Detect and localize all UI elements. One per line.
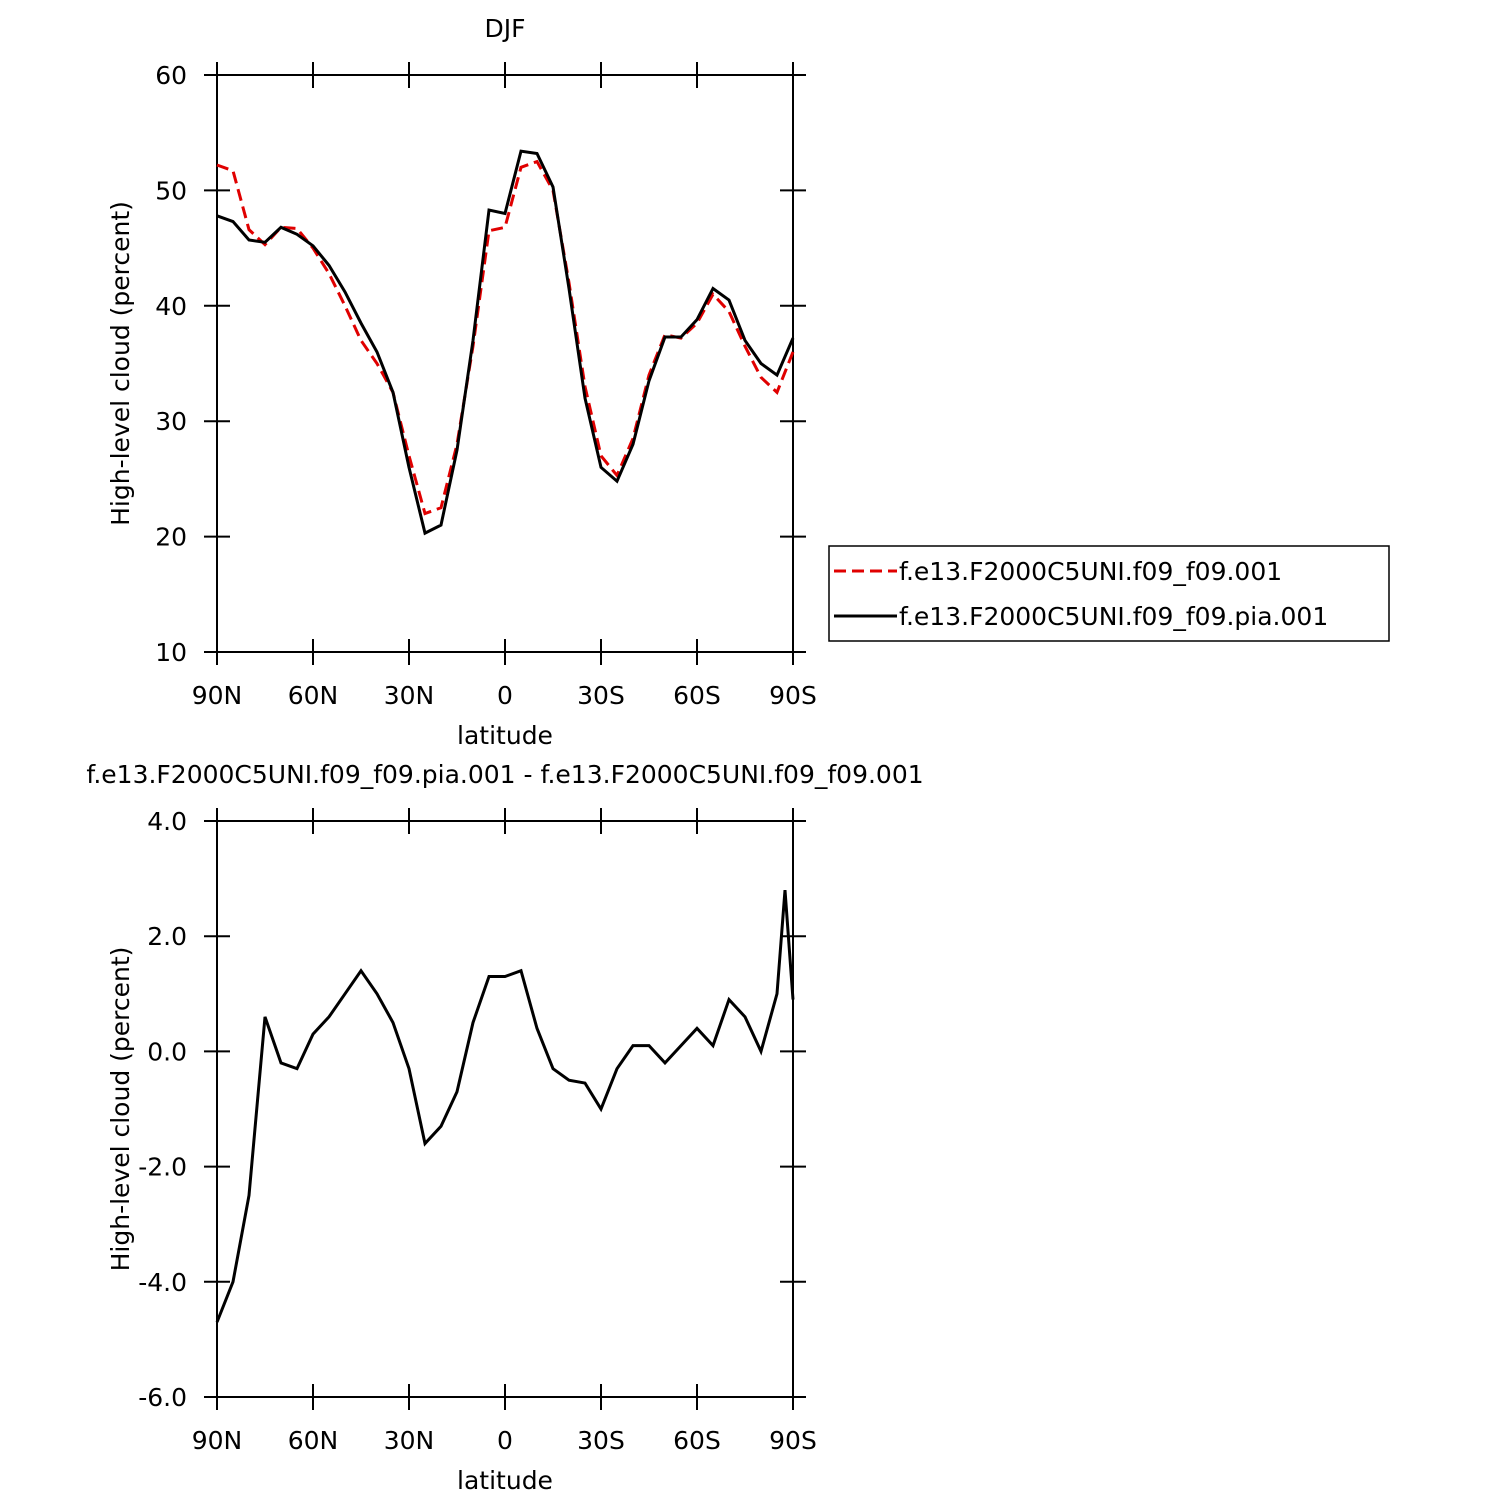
y-tick-label: -4.0 [138,1268,187,1297]
x-axis-label: latitude [457,1466,553,1495]
x-axis-label: latitude [457,721,553,750]
legend-box [828,545,1390,642]
data-line [216,149,795,536]
y-tick-label: 2.0 [147,922,187,951]
y-tick-label: -6.0 [138,1383,187,1412]
legend-label: f.e13.F2000C5UNI.f09_f09.pia.001 [899,602,1328,631]
x-tick-label: 90N [192,1426,243,1455]
x-tick-label: 0 [497,1426,513,1455]
y-tick-label: 50 [155,176,187,205]
y-tick-label: 20 [155,523,187,552]
y-tick-label: -2.0 [138,1153,187,1182]
x-tick-label: 90S [769,681,817,710]
y-tick-label: 30 [155,407,187,436]
x-tick-label: 30N [384,1426,435,1455]
y-tick-label: 0.0 [147,1037,187,1066]
y-axis-label: High-level cloud (percent) [106,201,135,526]
chart-title: DJF [484,14,525,43]
x-tick-label: 60N [288,1426,339,1455]
y-tick-label: 4.0 [147,807,187,836]
y-axis-label: High-level cloud (percent) [106,947,135,1272]
x-tick-label: 0 [497,681,513,710]
plot-frame [216,820,794,1398]
legend-label: f.e13.F2000C5UNI.f09_f09.001 [899,557,1282,586]
data-line [215,890,795,1323]
x-tick-label: 60S [673,681,721,710]
x-tick-label: 60S [673,1426,721,1455]
y-tick-label: 40 [155,292,187,321]
x-tick-label: 30S [577,1426,625,1455]
y-tick-label: 60 [155,61,187,90]
chart-title: f.e13.F2000C5UNI.f09_f09.pia.001 - f.e13… [86,760,923,789]
y-tick-label: 10 [155,638,187,667]
x-tick-label: 60N [288,681,339,710]
x-tick-label: 30N [384,681,435,710]
x-tick-label: 90S [769,1426,817,1455]
plot-frame [216,74,794,653]
x-tick-label: 30S [577,681,625,710]
x-tick-label: 90N [192,681,243,710]
